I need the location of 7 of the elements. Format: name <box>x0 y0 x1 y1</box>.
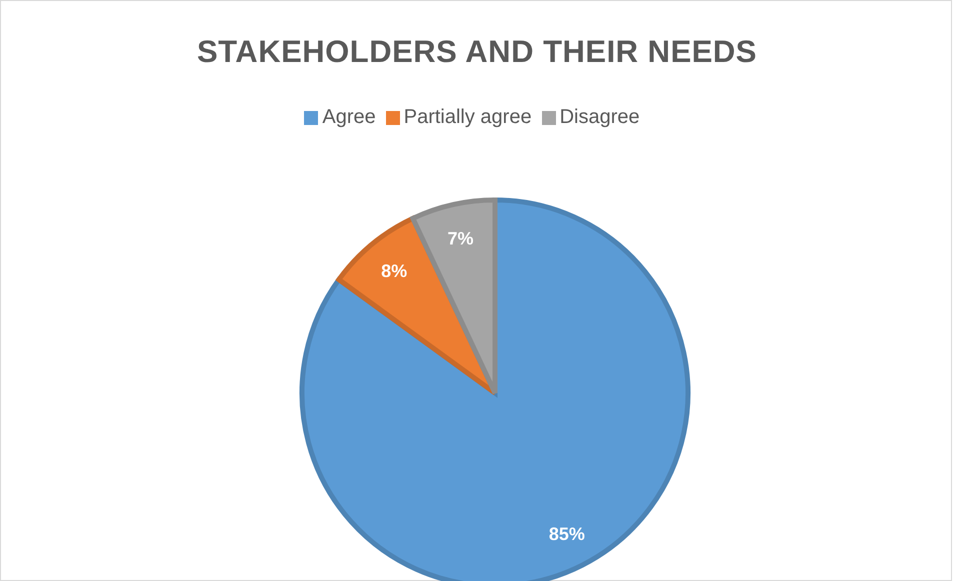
data-label: 8% <box>381 261 408 282</box>
legend-label: Agree <box>322 106 376 128</box>
chart-title: STAKEHOLDERS AND THEIR NEEDS <box>196 34 758 70</box>
legend-label: Disagree <box>560 106 640 128</box>
data-label: 85% <box>548 524 585 544</box>
data-label: 7% <box>447 228 474 249</box>
legend-label: Partially agree <box>404 106 532 128</box>
